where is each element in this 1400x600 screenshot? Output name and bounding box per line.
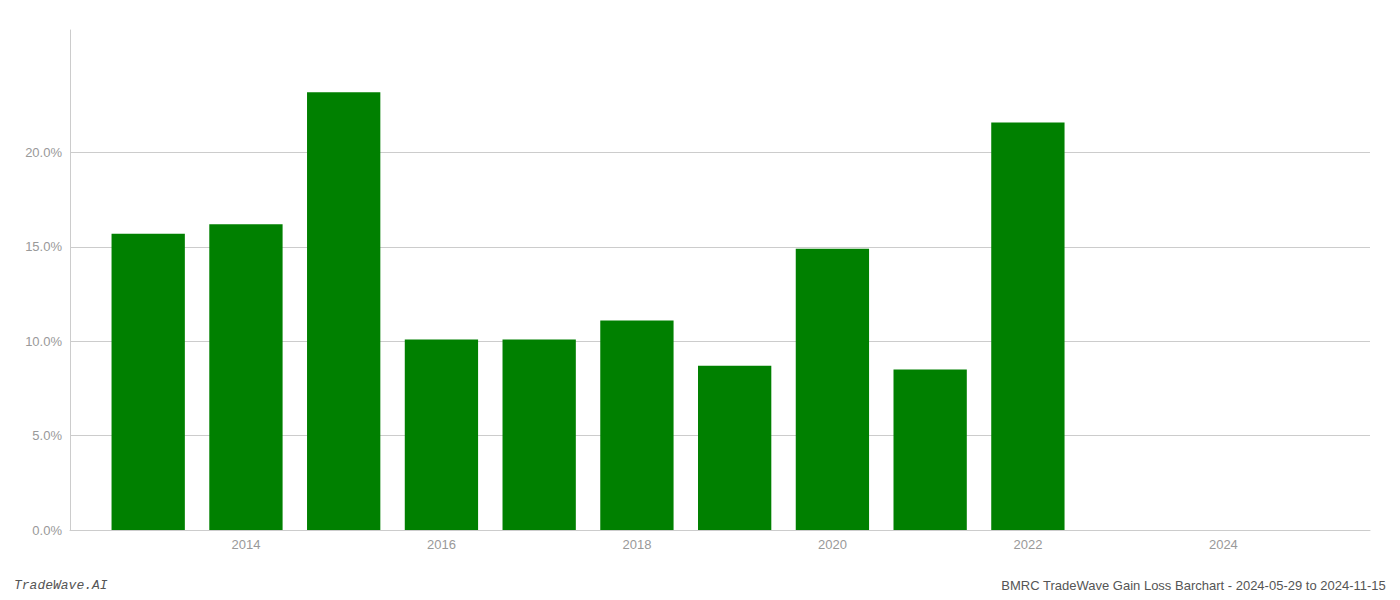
svg-text:2024: 2024: [1209, 537, 1238, 552]
svg-text:TradeWave.AI: TradeWave.AI: [14, 578, 108, 593]
svg-text:5.0%: 5.0%: [32, 428, 62, 443]
svg-text:0.0%: 0.0%: [32, 523, 62, 538]
svg-text:BMRC TradeWave Gain Loss Barch: BMRC TradeWave Gain Loss Barchart - 2024…: [1001, 578, 1385, 593]
svg-text:2020: 2020: [818, 537, 847, 552]
svg-text:20.0%: 20.0%: [25, 145, 62, 160]
svg-text:15.0%: 15.0%: [25, 239, 62, 254]
svg-text:2014: 2014: [231, 537, 260, 552]
svg-text:2016: 2016: [427, 537, 456, 552]
svg-text:2018: 2018: [622, 537, 651, 552]
svg-text:10.0%: 10.0%: [25, 334, 62, 349]
svg-text:2022: 2022: [1013, 537, 1042, 552]
